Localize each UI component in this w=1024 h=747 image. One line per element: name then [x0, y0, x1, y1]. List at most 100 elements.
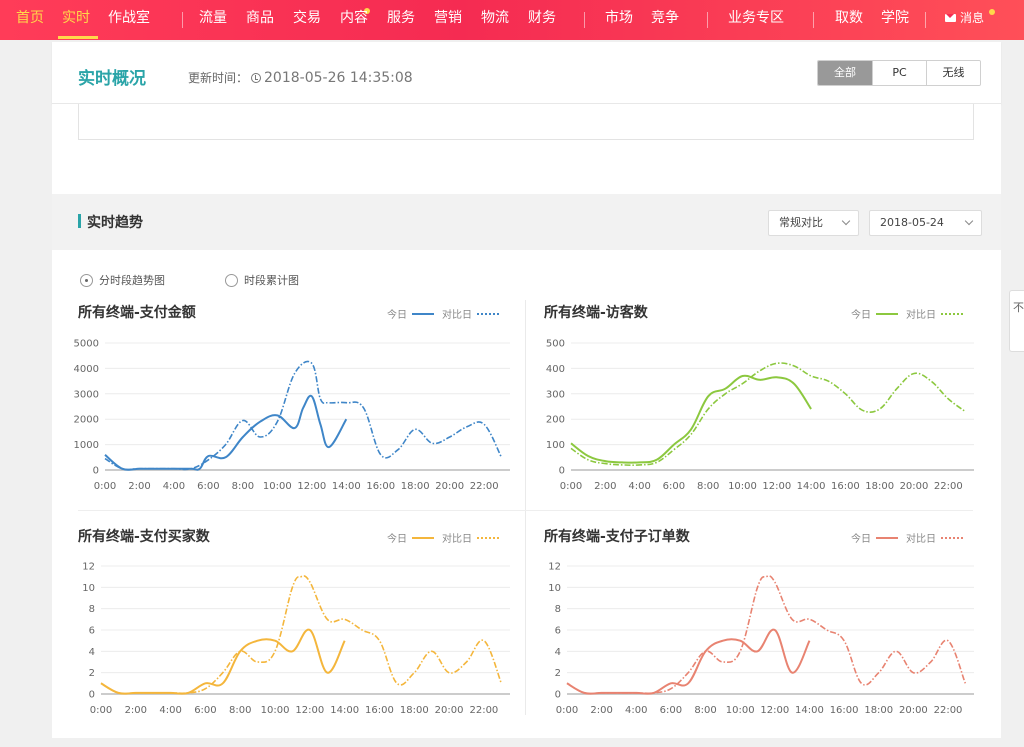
- chart-title: 所有终端-访客数: [544, 305, 648, 321]
- nav-item[interactable]: 流量: [199, 10, 227, 26]
- series-line-today: [104, 394, 348, 471]
- nav-separator: [707, 12, 708, 28]
- x-tick-label: 6:00: [197, 481, 219, 492]
- x-tick-label: 0:00: [556, 705, 578, 716]
- y-tick-label: 0: [93, 466, 99, 477]
- segment-wireless[interactable]: 无线: [926, 61, 980, 85]
- nav-item[interactable]: 服务: [387, 10, 415, 26]
- y-tick-label: 1000: [74, 440, 99, 451]
- nav-item[interactable]: 实时: [62, 10, 90, 26]
- x-tick-label: 2:00: [590, 705, 612, 716]
- y-tick-label: 4000: [74, 364, 99, 375]
- x-tick-label: 4:00: [628, 481, 650, 492]
- y-tick-label: 10: [82, 583, 95, 594]
- trend-header: 实时趋势 常规对比 2018-05-24: [52, 194, 1001, 250]
- radio-time-trend-label: 分时段趋势图: [99, 274, 165, 287]
- x-tick-label: 8:00: [232, 481, 254, 492]
- nav-item[interactable]: 财务: [528, 10, 556, 26]
- x-tick-label: 14:00: [795, 705, 824, 716]
- legend-today-label: 今日: [387, 534, 407, 545]
- legend-today-label: 今日: [851, 534, 871, 545]
- x-tick-label: 20:00: [900, 481, 929, 492]
- x-tick-label: 16:00: [830, 705, 859, 716]
- nav-separator: [925, 12, 926, 28]
- chart-title: 所有终端-支付买家数: [78, 529, 210, 545]
- nav-item[interactable]: 取数: [835, 10, 863, 26]
- nav-item[interactable]: 竞争: [651, 10, 679, 26]
- nav-item[interactable]: 学院: [881, 10, 909, 26]
- nav-item[interactable]: 市场: [605, 10, 633, 26]
- x-tick-label: 12:00: [297, 481, 326, 492]
- x-tick-label: 8:00: [697, 481, 719, 492]
- chart-title: 所有终端-支付金额: [78, 305, 196, 321]
- x-tick-label: 0:00: [94, 481, 116, 492]
- active-tab-underline: [58, 36, 98, 39]
- x-tick-label: 12:00: [762, 481, 791, 492]
- update-time-value: 2018-05-26 14:35:08: [264, 70, 413, 86]
- chart-vertical-divider: [525, 300, 526, 715]
- x-tick-label: 18:00: [400, 705, 429, 716]
- chart-legend: 今日 对比日: [387, 306, 499, 321]
- chart-legend: 今日 对比日: [851, 306, 963, 321]
- series-line-today: [100, 628, 346, 695]
- y-tick-label: 8: [89, 604, 95, 615]
- compare-mode-select[interactable]: 常规对比: [768, 210, 859, 236]
- x-tick-label: 18:00: [865, 481, 894, 492]
- nav-item[interactable]: 营销: [434, 10, 462, 26]
- y-tick-label: 10: [548, 583, 561, 594]
- legend-compare-swatch: [477, 312, 499, 315]
- nav-item[interactable]: 商品: [246, 10, 274, 26]
- x-tick-label: 18:00: [401, 481, 430, 492]
- x-tick-label: 20:00: [899, 705, 928, 716]
- x-tick-label: 2:00: [594, 481, 616, 492]
- nav-separator: [584, 12, 585, 28]
- x-tick-label: 6:00: [194, 705, 216, 716]
- series-line-compare: [570, 362, 966, 466]
- x-tick-label: 2:00: [128, 481, 150, 492]
- nav-item[interactable]: 业务专区: [728, 10, 784, 26]
- legend-compare-swatch: [477, 536, 499, 539]
- legend-today-swatch: [412, 312, 434, 315]
- segment-pc[interactable]: PC: [872, 61, 926, 85]
- title-accent-bar: [78, 214, 81, 228]
- legend-compare-label: 对比日: [906, 534, 936, 545]
- side-float-tab[interactable]: 不: [1009, 290, 1024, 352]
- x-tick-label: 12:00: [760, 705, 789, 716]
- y-tick-label: 6: [555, 626, 561, 637]
- series-line-today: [566, 628, 811, 695]
- nav-item[interactable]: 交易: [293, 10, 321, 26]
- legend-today-swatch: [876, 536, 898, 539]
- radio-cumulative[interactable]: 时段累计图: [225, 272, 299, 288]
- legend-today-label: 今日: [387, 310, 407, 321]
- overview-metrics-box: [78, 104, 974, 140]
- x-tick-label: 8:00: [694, 705, 716, 716]
- compare-date-select[interactable]: 2018-05-24: [869, 210, 982, 236]
- y-tick-label: 4: [89, 647, 95, 658]
- radio-time-trend[interactable]: 分时段趋势图: [80, 272, 165, 288]
- series-line-compare: [100, 575, 503, 695]
- y-tick-label: 0: [555, 690, 561, 701]
- x-tick-label: 2:00: [125, 705, 147, 716]
- x-tick-label: 4:00: [163, 481, 185, 492]
- trend-title: 实时趋势: [87, 215, 143, 231]
- series-line-today: [570, 374, 812, 464]
- y-tick-label: 4: [555, 647, 561, 658]
- series-line-compare: [104, 360, 503, 471]
- segment-all[interactable]: 全部: [818, 61, 872, 85]
- nav-item[interactable]: 物流: [481, 10, 509, 26]
- x-tick-label: 4:00: [625, 705, 647, 716]
- nav-item[interactable]: 内容: [340, 10, 368, 26]
- x-tick-label: 10:00: [728, 481, 757, 492]
- legend-today-swatch: [412, 536, 434, 539]
- envelope-icon: [945, 14, 956, 22]
- messages-link[interactable]: 消息: [945, 0, 984, 40]
- y-tick-label: 0: [89, 690, 95, 701]
- overview-title: 实时概况: [78, 69, 146, 89]
- messages-label: 消息: [960, 11, 985, 25]
- nav-item[interactable]: 作战室: [108, 10, 150, 26]
- nav-item[interactable]: 首页: [16, 10, 44, 26]
- radio-selected-icon: [80, 274, 93, 287]
